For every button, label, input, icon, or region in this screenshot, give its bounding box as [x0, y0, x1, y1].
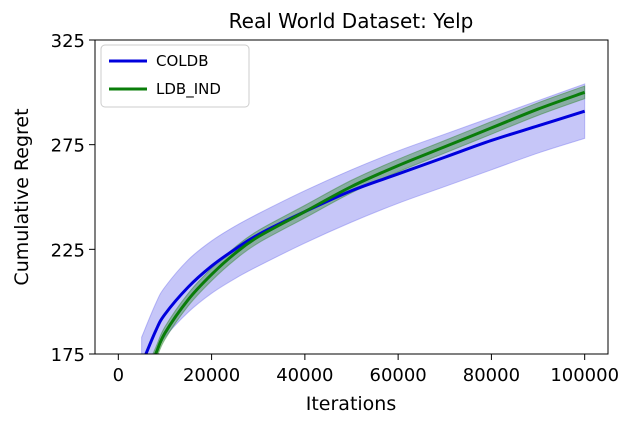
y-tick-label: 275 [51, 136, 85, 157]
x-tick-label: 100000 [550, 365, 619, 386]
legend-label-coldb: COLDB [156, 52, 208, 70]
x-tick-label: 40000 [276, 365, 333, 386]
plot-frame [94, 39, 609, 355]
y-tick-label: 225 [51, 240, 85, 261]
confidence-bands [141, 83, 586, 354]
series-line-ldb-ind [153, 90, 586, 354]
legend-label-ldb-ind: LDB_IND [156, 80, 221, 99]
x-axis: 0 20000 40000 60000 80000 100000 [113, 354, 619, 386]
y-tick-label: 325 [51, 31, 85, 52]
band-coldb [141, 83, 586, 354]
y-tick-label: 175 [51, 345, 85, 366]
x-tick-label: 0 [113, 365, 124, 386]
y-axis-label: Cumulative Regret [11, 108, 33, 285]
series-lines [144, 90, 586, 354]
x-tick-label: 20000 [183, 365, 240, 386]
x-tick-label: 80000 [463, 365, 520, 386]
legend: COLDB LDB_IND [100, 44, 250, 108]
x-tick-label: 60000 [370, 365, 427, 386]
chart-title: Real World Dataset: Yelp [229, 9, 474, 33]
y-axis: 175 225 275 325 [51, 31, 95, 366]
x-axis-label: Iterations [306, 393, 397, 415]
